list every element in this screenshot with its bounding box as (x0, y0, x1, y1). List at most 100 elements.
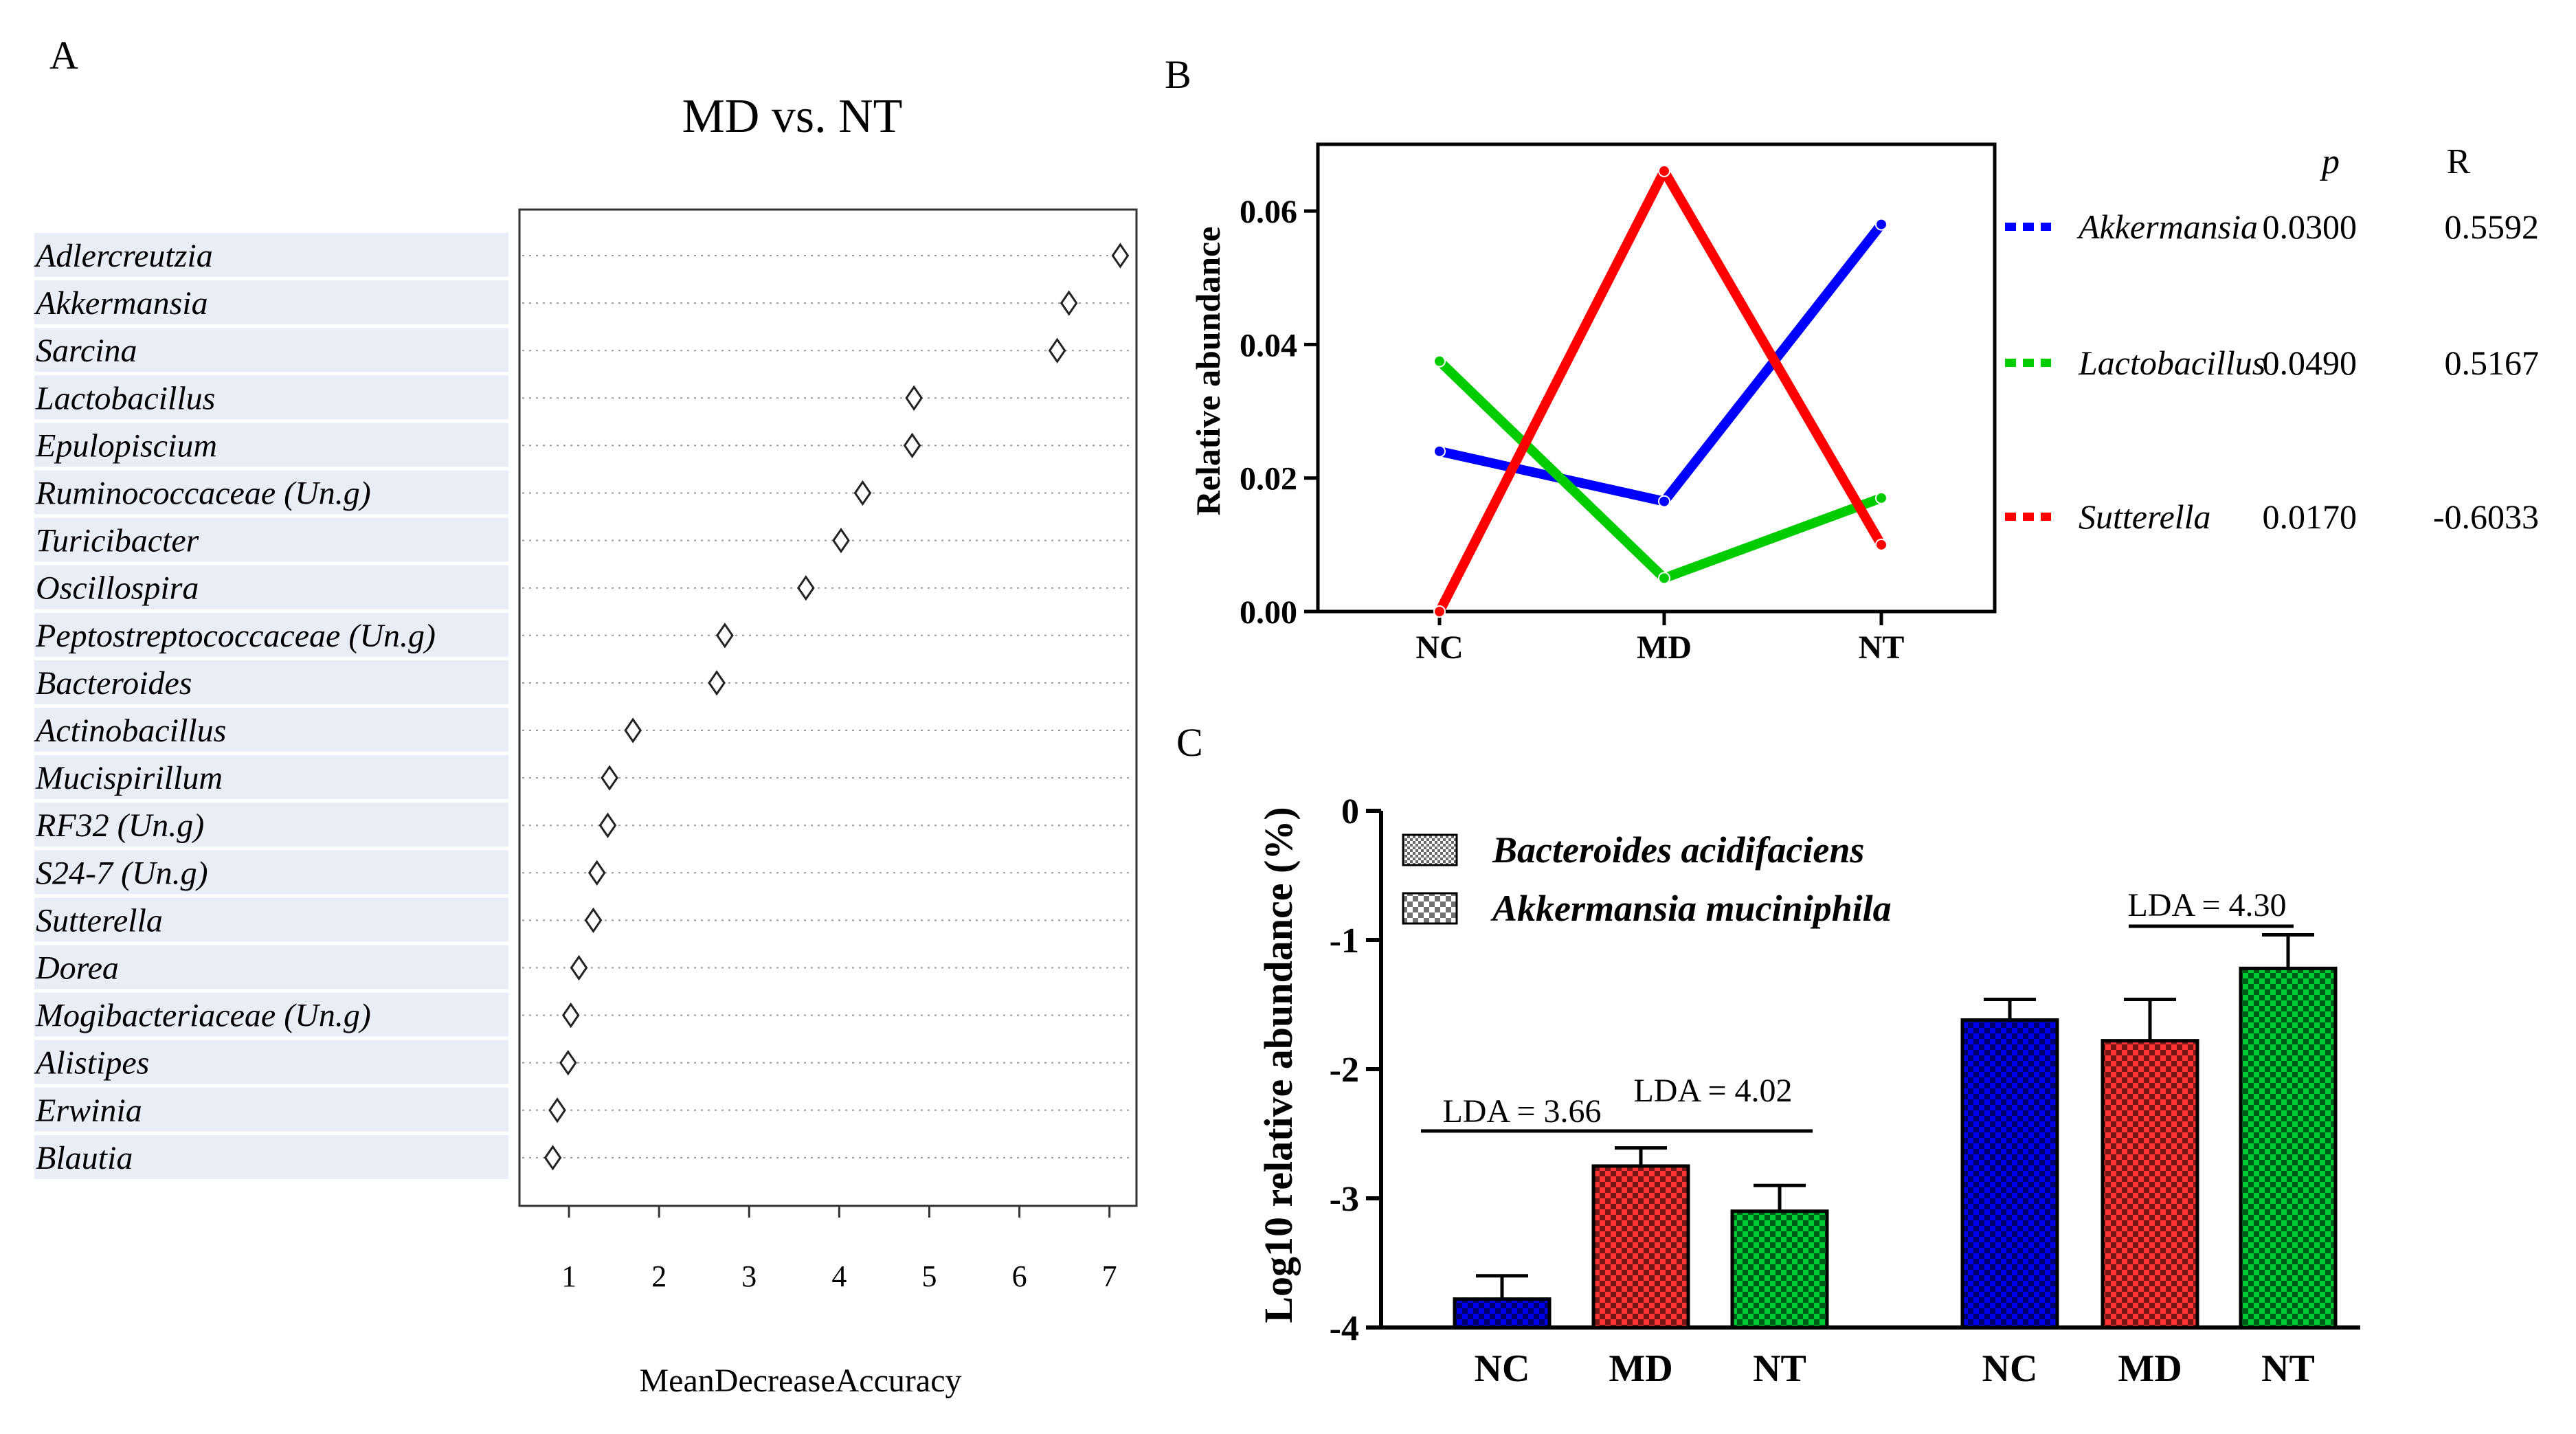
panel-c-bar-chart: 0 -1 -2 -3 -4 NC MD NT NC MD NT Log10 relative ab… (1256, 792, 2360, 1390)
panel-a-x-tick-label: 4 (831, 1259, 847, 1293)
panel-b-legend-header-r: R (2447, 142, 2471, 181)
panel-a-label-band (34, 1040, 508, 1084)
panel-a-label-band (34, 755, 508, 800)
panel-b-data-point (1658, 495, 1670, 508)
panel-b-legend-series-name: Sutterella (2079, 497, 2211, 536)
panel-a-title: MD vs. NT (682, 90, 903, 143)
panel-b-legend-r-value: 0.5167 (2445, 344, 2540, 382)
panel-c-legend-swatch-pattern (1403, 893, 1457, 923)
panel-a-category-label: Lactobacillus (35, 380, 215, 416)
panel-c-lda-annotations: LDA = 3.66 LDA = 4.02 LDA = 4.30 (1421, 887, 2294, 1133)
panel-a-diamond-marker (587, 860, 606, 886)
panel-a-diamond-marker (832, 527, 850, 554)
panel-a-category-label: Alistipes (34, 1045, 149, 1082)
panel-a-x-tick-label: 5 (921, 1259, 937, 1293)
panel-b-data-point (1433, 445, 1446, 458)
panel-c-lda-label: LDA = 4.02 (1633, 1073, 1792, 1109)
panel-a-category-label: Mogibacteriaceae (Un.g) (35, 998, 371, 1034)
panel-b-data-point (1875, 491, 1888, 504)
panel-a-category-label: Sarcina (36, 333, 137, 369)
panel-b-legend: Akkermansia 0.0300 0.5592 Lactobacillus0.04… (2005, 208, 2539, 536)
panel-c-legend-label: Akkermansia muciniphila (1490, 888, 1892, 929)
panel-b-plot-frame (1316, 142, 1997, 614)
panel-c-bar-pattern (1593, 1166, 1688, 1327)
panel-a-label-band (34, 803, 508, 847)
panel-a-diamond-marker (624, 717, 642, 743)
panel-a-category-label: Oscillospira (36, 570, 199, 607)
panel-a-diamond-marker (1060, 290, 1078, 316)
panel-a-category-label: Blautia (36, 1140, 133, 1176)
panel-a-x-tick-label: 1 (561, 1259, 576, 1293)
panel-b-data-point (1875, 538, 1888, 551)
panel-c-bar-pattern (2241, 968, 2336, 1327)
panel-a-category-label: Ruminococcaceae (Un.g) (35, 475, 371, 512)
panel-a-label-band (34, 1087, 508, 1132)
panel-a-x-tick-label: 7 (1102, 1259, 1117, 1293)
panel-b-line-chart: 0.00 0.02 0.04 0.06 NC MD NT Relative abundanc… (1189, 142, 2539, 666)
panel-b-data-point (1658, 164, 1670, 177)
panel-b-y-tick-label: 0.06 (1240, 194, 1297, 230)
panel-b-y-tick-label: 0.00 (1240, 594, 1297, 631)
panel-b-series-line (1435, 166, 1886, 614)
panel-a-category-label: Dorea (35, 950, 119, 987)
panel-a-x-tick-label: 2 (651, 1259, 667, 1293)
panel-a-plot-frame (518, 208, 1138, 1207)
panel-a-label-band (34, 897, 508, 942)
panel-c-y-tick-label: 0 (1341, 792, 1359, 831)
panel-a-dot-chart: MD vs. NT Adlercreutzia Akkermansia Sarcin… (34, 90, 1138, 1399)
panel-c-x-tick-label: NC (1475, 1347, 1530, 1390)
panel-a-rows: Adlercreutzia Akkermansia Sarcina Lactobaci… (34, 233, 1134, 1179)
panel-a-diamond-marker (584, 907, 603, 934)
panel-b-legend-r-value: 0.5592 (2445, 208, 2540, 246)
panel-c-axes: 0 -1 -2 -3 -4 (1330, 792, 2360, 1348)
panel-a-diamond-marker (561, 1002, 580, 1029)
panel-a-x-ticks: 1 2 3 4 5 6 7 (561, 1206, 1117, 1293)
panel-c-bar-pattern (1732, 1211, 1827, 1327)
panel-a-category-label: Bacteroides (36, 665, 192, 702)
panel-c-x-tick-label: NC (1982, 1347, 2038, 1390)
panel-b-legend-p-value: 0.0490 (2263, 344, 2357, 382)
panel-c-bars: NC MD NT NC MD NT (1453, 932, 2338, 1390)
panel-a-category-label: Adlercreutzia (34, 238, 213, 274)
panel-a-diamond-marker (1111, 243, 1130, 269)
panel-b-legend-series-name: Akkermansia (2076, 208, 2258, 246)
panel-label-a: A (49, 33, 78, 78)
panel-c-bar-pattern (1962, 1020, 2057, 1327)
panel-c-legend: Bacteroides acidifaciens Akkermansia muci… (1402, 829, 1892, 929)
panel-a-diamond-marker (716, 623, 734, 649)
panel-label-b: B (1165, 52, 1191, 97)
panel-a-category-label: Mucispirillum (35, 760, 223, 796)
panel-b-legend-p-value: 0.0170 (2263, 497, 2357, 536)
panel-b-legend-header-p: p (2319, 142, 2340, 181)
panel-c-x-tick-label: MD (1609, 1347, 1672, 1390)
panel-b-data-point (1433, 605, 1446, 618)
panel-b-x-tick-label: NT (1859, 629, 1905, 666)
panel-a-x-axis-label: MeanDecreaseAccuracy (639, 1363, 961, 1399)
panel-a-diamond-marker (570, 954, 588, 981)
panel-a-category-label: Erwinia (35, 1093, 142, 1129)
panel-a-category-label: RF32 (Un.g) (35, 807, 204, 844)
panel-a-diamond-marker (903, 432, 921, 459)
panel-b-legend-series-name: Lactobacillus (2078, 344, 2265, 382)
panel-a-diamond-marker (601, 765, 618, 791)
panel-b-axes: 0.00 0.02 0.04 0.06 NC MD NT (1240, 194, 1904, 666)
panel-c-legend-swatch-pattern (1403, 835, 1457, 865)
panel-a-label-band (34, 660, 508, 704)
panel-c-y-tick-label: -3 (1330, 1180, 1359, 1219)
panel-c-lda-label: LDA = 4.30 (2127, 887, 2286, 923)
panel-b-series (1433, 164, 1888, 618)
panel-a-label-band (34, 708, 508, 752)
panel-a-diamond-marker (853, 480, 872, 506)
panel-c-lda-label: LDA = 3.66 (1442, 1093, 1601, 1130)
panel-c-bar-pattern (2103, 1040, 2197, 1327)
panel-c-x-tick-label: NT (2261, 1347, 2315, 1390)
panel-a-category-label: Epulopiscium (35, 427, 217, 464)
panel-b-legend-r-value: -0.6033 (2433, 497, 2539, 536)
panel-a-label-band (34, 375, 508, 420)
panel-a-label-band (34, 565, 508, 609)
panel-b-legend-p-value: 0.0300 (2263, 208, 2357, 246)
panel-a-diamond-marker (708, 670, 726, 696)
panel-a-category-label: Actinobacillus (34, 713, 226, 749)
panel-b-y-tick-label: 0.02 (1240, 461, 1297, 497)
